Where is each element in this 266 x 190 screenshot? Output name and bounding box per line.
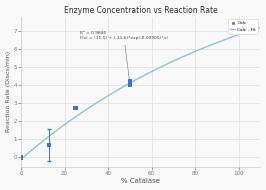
Point: [128, 79, 132, 82]
Title: Enzyme Concentration vs Reaction Rate: Enzyme Concentration vs Reaction Rate: [64, 6, 218, 15]
Point: [73, 106, 78, 109]
Text: R² = 0.9846
f(x) = (11.5) + (-11.6)*exp(-0.00905)*x): R² = 0.9846 f(x) = (11.5) + (-11.6)*exp(…: [80, 31, 168, 81]
X-axis label: % Catalase: % Catalase: [121, 178, 160, 184]
Point: [128, 84, 132, 87]
Y-axis label: Reaction Rate (Discs/min): Reaction Rate (Discs/min): [6, 51, 11, 132]
Legend: Calc, Calc - Fit: Calc, Calc - Fit: [228, 19, 258, 34]
Point: [19, 156, 23, 159]
Point: [47, 143, 51, 146]
